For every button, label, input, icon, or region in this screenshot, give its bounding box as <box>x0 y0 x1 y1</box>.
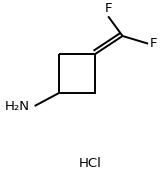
Text: F: F <box>104 2 112 15</box>
Text: F: F <box>150 37 157 50</box>
Text: HCl: HCl <box>79 157 102 170</box>
Text: H₂N: H₂N <box>5 100 30 113</box>
